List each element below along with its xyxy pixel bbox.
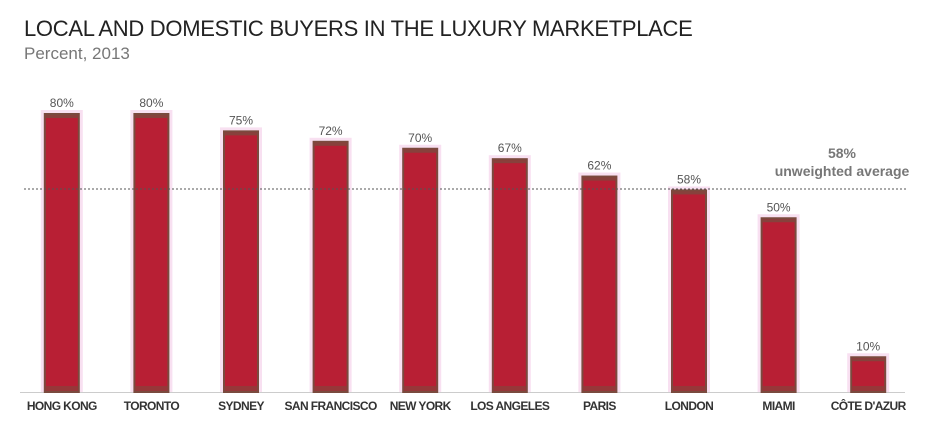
value-label: 58% [677, 172, 701, 186]
bar-foot [762, 386, 795, 391]
category-label: TORONTO [124, 399, 180, 413]
bar-foot [583, 386, 616, 391]
bar [223, 130, 259, 393]
bar-cap [135, 115, 168, 118]
bar-cap [404, 149, 437, 153]
chart-title: LOCAL AND DOMESTIC BUYERS IN THE LUXURY … [24, 16, 693, 41]
category-label: HONG KONG [27, 399, 97, 413]
bar-foot [225, 386, 257, 391]
bar-group [40, 110, 83, 393]
bar [43, 113, 80, 393]
bar-foot [852, 386, 885, 391]
bar-group [847, 353, 890, 393]
value-label: 75% [229, 113, 253, 127]
category-label: LOS ANGELES [470, 399, 550, 413]
bar-foot [404, 386, 437, 391]
chart-subtitle: Percent, 2013 [24, 44, 130, 63]
value-label: 62% [587, 159, 611, 173]
bar-foot [135, 386, 168, 391]
average-text-label: unweighted average [775, 163, 910, 179]
bar [760, 217, 797, 393]
bar [133, 113, 170, 393]
bar-cap [583, 177, 616, 181]
category-label: SAN FRANCISCO [284, 399, 376, 413]
bar-cap [493, 160, 526, 164]
value-label: 10% [856, 339, 880, 353]
bar [581, 175, 618, 393]
bar-cap [852, 358, 885, 362]
bar-foot [314, 386, 347, 391]
category-label: NEW YORK [390, 399, 452, 413]
bar-group [578, 172, 621, 393]
value-label: 80% [139, 96, 163, 110]
bar [402, 147, 439, 393]
bar-cap [762, 219, 795, 223]
bar [671, 189, 707, 393]
bar-cap [673, 191, 705, 195]
bar [312, 140, 349, 393]
category-label: LONDON [665, 399, 713, 413]
bar-group [757, 214, 800, 393]
value-label: 70% [408, 131, 432, 145]
category-label: CÔTE D'AZUR [831, 398, 907, 413]
bar-group [399, 144, 442, 393]
value-label: 50% [767, 200, 791, 214]
bar-foot [673, 386, 705, 391]
bar-cap [45, 115, 78, 118]
value-label: 72% [319, 124, 343, 138]
category-label: PARIS [583, 399, 616, 413]
average-value-label: 58% [828, 145, 857, 161]
bar-group [130, 110, 173, 393]
bar-cap [314, 142, 347, 146]
value-label: 80% [50, 96, 74, 110]
bar-cap [225, 132, 257, 136]
category-label: SYDNEY [218, 399, 264, 413]
category-label: MIAMI [762, 399, 795, 413]
bar-group [668, 186, 710, 393]
bar-foot [45, 386, 78, 391]
bar-group [488, 155, 531, 393]
bar-foot [493, 386, 526, 391]
bar-group [220, 127, 262, 393]
value-label: 67% [498, 141, 522, 155]
bar [491, 158, 528, 393]
bar-group [309, 137, 352, 393]
